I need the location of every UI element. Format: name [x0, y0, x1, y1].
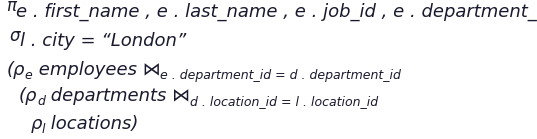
- Text: d . location_id = l . location_id: d . location_id = l . location_id: [190, 95, 378, 108]
- Text: (ρ: (ρ: [6, 61, 25, 79]
- Text: e . department_id = d . department_id: e . department_id = d . department_id: [161, 69, 401, 82]
- Text: locations): locations): [46, 115, 139, 133]
- Text: l . city = “London”: l . city = “London”: [20, 32, 186, 50]
- Text: d: d: [37, 95, 45, 108]
- Text: employees ⋈: employees ⋈: [33, 61, 161, 79]
- Text: e . first_name , e . last_name , e . job_id , e . department_id , d . department: e . first_name , e . last_name , e . job…: [17, 3, 537, 21]
- Text: σ: σ: [10, 27, 20, 45]
- Text: l: l: [42, 123, 46, 136]
- Text: (ρ: (ρ: [19, 87, 37, 106]
- Text: π: π: [6, 0, 17, 15]
- Text: ρ: ρ: [31, 115, 42, 133]
- Text: e: e: [25, 69, 33, 82]
- Text: departments ⋈: departments ⋈: [45, 87, 190, 106]
